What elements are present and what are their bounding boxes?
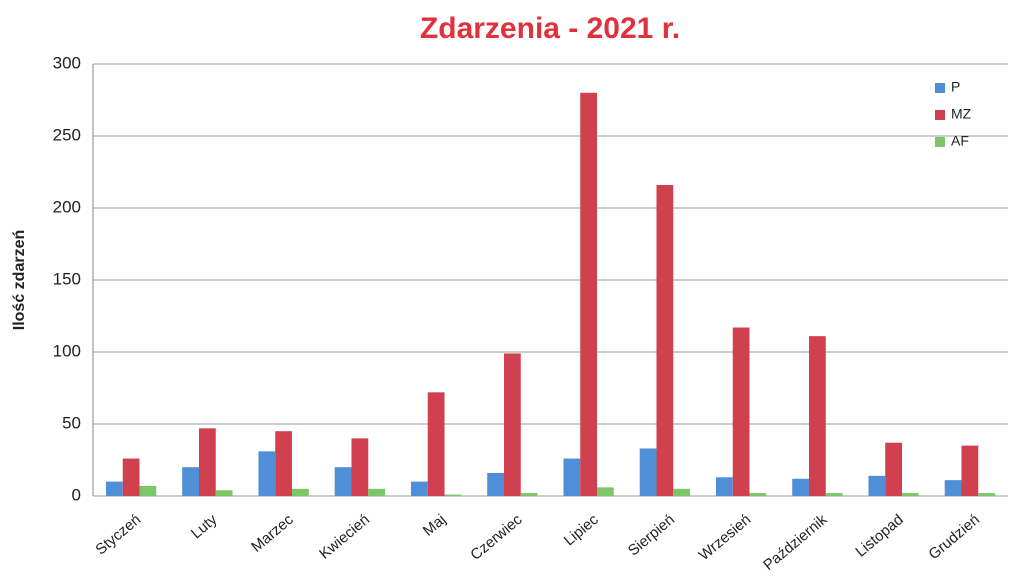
x-tick-label: Listopad	[852, 511, 906, 560]
x-tick-label: Marzec	[248, 511, 297, 556]
bar	[215, 490, 233, 496]
bar	[978, 493, 996, 496]
bar	[444, 494, 462, 496]
bar	[182, 467, 199, 496]
x-tick-label: Grudzień	[925, 511, 983, 563]
x-tick-label: Styczeń	[92, 511, 144, 558]
bar	[563, 458, 581, 496]
bar	[198, 428, 216, 496]
x-tick-label: Kwiecień	[316, 511, 373, 563]
y-tick-label: 50	[62, 413, 81, 432]
bar	[292, 488, 309, 496]
bar	[715, 477, 733, 496]
bar	[427, 392, 445, 496]
bar	[503, 353, 521, 496]
x-tick-label: Październik	[760, 511, 831, 574]
bar	[334, 467, 352, 496]
bar	[139, 485, 157, 496]
legend-swatch	[935, 83, 945, 93]
bar	[792, 478, 809, 496]
x-tick-label: Lipiec	[561, 511, 602, 550]
legend-swatch	[935, 137, 945, 147]
x-tick-label: Sierpień	[625, 511, 678, 559]
y-axis-label: Ilość zdarzeń	[11, 230, 28, 330]
chart-title: Zdarzenia - 2021 r.	[420, 12, 680, 45]
x-tick-label: Czerwiec	[467, 511, 526, 564]
legend-label: MZ	[951, 106, 972, 122]
bar	[749, 493, 767, 496]
y-tick-label: 200	[53, 197, 81, 216]
bar	[944, 480, 962, 496]
bar	[825, 493, 843, 496]
bar	[902, 493, 919, 496]
bar	[275, 431, 293, 496]
bar	[656, 184, 674, 496]
bar	[368, 488, 386, 496]
legend-label: AF	[951, 133, 969, 149]
bar	[673, 488, 691, 496]
y-tick-label: 250	[53, 125, 81, 144]
legend-label: P	[951, 79, 960, 95]
y-tick-label: 100	[53, 341, 81, 360]
bar	[410, 481, 428, 496]
bar	[487, 472, 504, 496]
y-tick-label: 300	[53, 53, 81, 72]
bar	[105, 481, 123, 496]
bar	[520, 493, 538, 496]
bar	[868, 475, 886, 496]
x-tick-label: Luty	[188, 511, 221, 543]
x-tick-label: Wrzesień	[696, 511, 755, 564]
bar	[122, 458, 140, 496]
legend-swatch	[935, 110, 945, 120]
bar	[258, 451, 276, 496]
bar	[732, 327, 750, 496]
bar	[808, 336, 826, 496]
x-tick-label: Maj	[420, 511, 449, 540]
bar	[639, 448, 657, 496]
y-tick-label: 150	[53, 269, 81, 288]
bar	[351, 438, 369, 496]
bar	[580, 92, 598, 497]
bar	[885, 442, 903, 496]
bar	[961, 445, 979, 496]
bar	[597, 487, 614, 496]
y-tick-label: 0	[72, 485, 81, 504]
